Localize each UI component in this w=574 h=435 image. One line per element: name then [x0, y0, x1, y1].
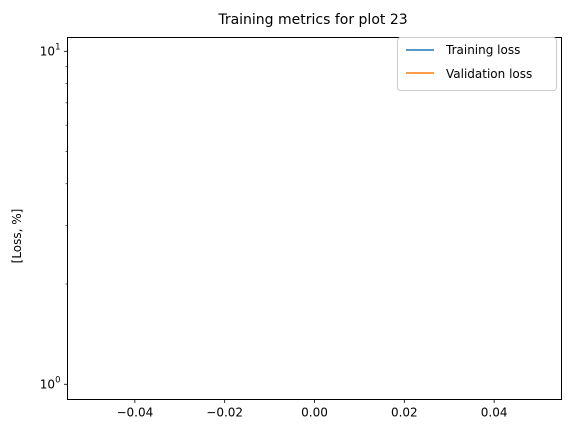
x-tick-label: 0.04: [481, 406, 508, 420]
legend-label-training: Training loss: [445, 43, 520, 57]
x-tick-label: −0.04: [116, 406, 153, 420]
plot-area: [67, 37, 562, 400]
y-axis-label: [Loss, %]: [10, 209, 24, 264]
y-axis-ticks: 100 101: [40, 42, 68, 391]
chart-title: Training metrics for plot 23: [217, 12, 407, 28]
x-tick-label: 0.02: [391, 406, 418, 420]
legend-frame: [397, 37, 557, 91]
x-axis-ticks: −0.04 −0.02 0.00 0.02 0.04: [116, 399, 508, 420]
x-tick-label: 0.00: [301, 406, 328, 420]
legend: Training loss Validation loss: [397, 37, 557, 91]
legend-label-validation: Validation loss: [446, 67, 532, 81]
x-tick-label: −0.02: [206, 406, 243, 420]
y-tick-label: 101: [40, 42, 61, 58]
y-tick-label: 100: [40, 375, 61, 391]
